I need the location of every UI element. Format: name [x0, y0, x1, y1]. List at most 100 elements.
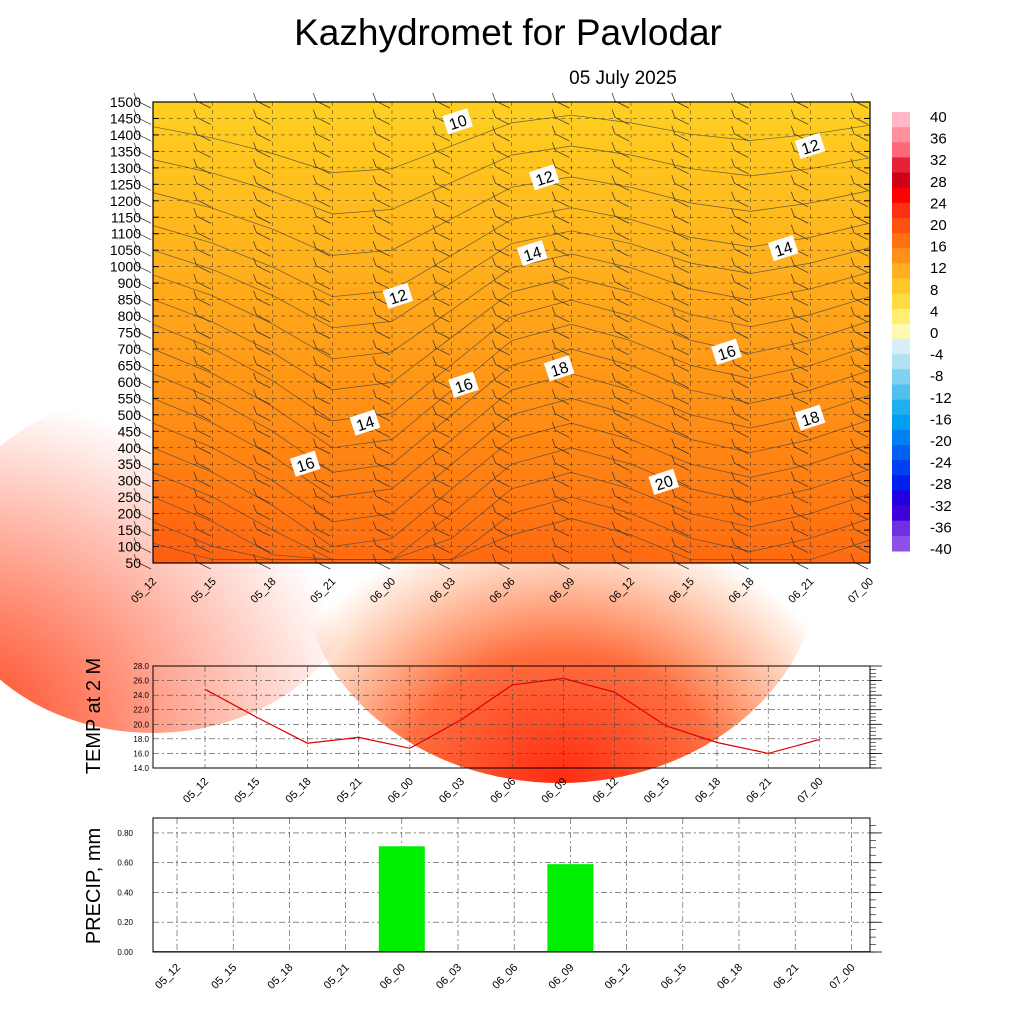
- wind-barb: [850, 405, 869, 422]
- wind-barb: [193, 520, 211, 537]
- wind-barb: [432, 372, 450, 389]
- wind-barb: [193, 455, 211, 471]
- wind-barb: [133, 92, 152, 109]
- xsec-y-tick-label: 450: [118, 423, 142, 439]
- wind-barb: [193, 224, 211, 241]
- wind-barb: [193, 504, 211, 520]
- wind-barb: [432, 488, 450, 504]
- wind-barb: [551, 257, 570, 273]
- contour-label-text: 20: [653, 473, 675, 495]
- wind-barb: [671, 455, 689, 471]
- colorbar-segment: [892, 233, 910, 249]
- contour-label-box: [794, 132, 826, 160]
- wind-barb: [193, 372, 211, 389]
- wind-barb: [551, 241, 570, 257]
- contour-label-text: 16: [716, 343, 738, 365]
- precip-x-tick-label: 06_21: [771, 962, 801, 992]
- wind-barb: [193, 273, 211, 290]
- wind-barb: [850, 273, 869, 290]
- xsec-y-tick-label: 850: [118, 292, 142, 308]
- wind-barb: [432, 241, 450, 257]
- precip-y-tick-label: 0.80: [117, 829, 133, 838]
- wind-barb: [731, 422, 749, 438]
- colorbar-tick-label: 8: [930, 282, 938, 299]
- wind-barb: [432, 356, 450, 372]
- wind-barb: [312, 241, 331, 257]
- contour-label-box: [448, 371, 479, 398]
- wind-barb: [432, 520, 450, 537]
- wind-barb: [193, 422, 211, 438]
- wind-barb: [731, 208, 749, 224]
- wind-barb: [671, 422, 689, 438]
- colorbar-segment: [892, 354, 910, 370]
- wind-barb: [731, 191, 749, 208]
- contour-label-text: 14: [522, 244, 544, 266]
- wind-barb: [551, 339, 570, 356]
- wind-barb: [850, 504, 869, 520]
- wind-barb: [731, 323, 749, 339]
- colorbar-tick-label: -8: [930, 368, 943, 385]
- wind-barb: [551, 504, 570, 520]
- precip-y-tick-label: 0.20: [117, 918, 133, 927]
- contour-label-box: [516, 239, 548, 267]
- wind-barb: [133, 455, 152, 471]
- colorbar-segment: [892, 187, 910, 204]
- xsec-y-tick-label: 500: [118, 407, 142, 423]
- wind-barb: [193, 438, 211, 455]
- xsec-y-tick-label: 350: [118, 456, 142, 472]
- wind-barb: [312, 339, 331, 356]
- precip-x-tick-label: 06_06: [490, 962, 520, 992]
- precip-x-tick-label: 05_12: [153, 962, 183, 992]
- wind-barb: [671, 125, 689, 142]
- wind-barb: [312, 290, 331, 306]
- wind-barb: [731, 142, 749, 158]
- precip-panel: PRECIP, mm 0.000.200.400.600.80 05_12 05_…: [83, 817, 882, 992]
- wind-barb: [551, 323, 570, 339]
- wind-barb: [133, 339, 152, 356]
- colorbar-segment: [892, 323, 910, 340]
- wind-barb: [551, 389, 570, 405]
- colorbar-segment: [892, 202, 910, 219]
- temp-x-tick-label: 05_21: [335, 776, 365, 806]
- temp-x-ticks: 05_12 05_15 05_18 05_21 06_00 06_03 06_06 06_09…: [181, 776, 826, 806]
- wind-barb: [133, 224, 152, 241]
- colorbar-tick-label: 32: [930, 152, 947, 169]
- wind-barb: [671, 241, 689, 257]
- wind-barb: [551, 142, 570, 158]
- temp-x-tick-label: 06_21: [744, 776, 774, 806]
- xsec-y-tick-label: 400: [118, 440, 142, 456]
- xsec-y-tick-label: 1350: [110, 143, 141, 159]
- wind-barb: [731, 372, 749, 389]
- wind-barb: [671, 537, 689, 553]
- wind-barb: [551, 422, 570, 438]
- wind-barb: [850, 471, 869, 487]
- precip-x-tick-label: 06_09: [546, 962, 576, 992]
- wind-barb: [193, 306, 211, 323]
- colorbar-segment: [892, 490, 910, 507]
- wind-barb: [312, 142, 331, 158]
- wind-barb: [551, 438, 570, 455]
- wind-barb: [551, 191, 570, 208]
- wind-barb: [133, 438, 152, 455]
- colorbar-segment: [892, 293, 910, 310]
- colorbar-tick-label: 36: [930, 131, 947, 148]
- wind-barb: [671, 520, 689, 537]
- wind-barb: [432, 290, 450, 306]
- colorbar-tick-label: 16: [930, 239, 947, 256]
- wind-barb: [193, 175, 211, 191]
- wind-barb: [312, 356, 331, 372]
- temp-y-tick-label: 22.0: [133, 706, 149, 715]
- wind-barb: [731, 471, 749, 487]
- xsec-y-tick-label: 650: [118, 357, 142, 373]
- wind-barb: [133, 158, 152, 175]
- xsec-y-tick-label: 200: [118, 506, 142, 522]
- wind-barb: [312, 224, 331, 241]
- wind-barb: [193, 125, 211, 142]
- colorbar-tick-label: 0: [930, 325, 938, 342]
- wind-barb: [193, 389, 211, 405]
- wind-barb: [432, 323, 450, 339]
- wind-barb: [850, 455, 869, 471]
- precip-frame: [152, 817, 871, 953]
- wind-barb: [850, 290, 869, 306]
- contour-label: 20: [648, 468, 680, 495]
